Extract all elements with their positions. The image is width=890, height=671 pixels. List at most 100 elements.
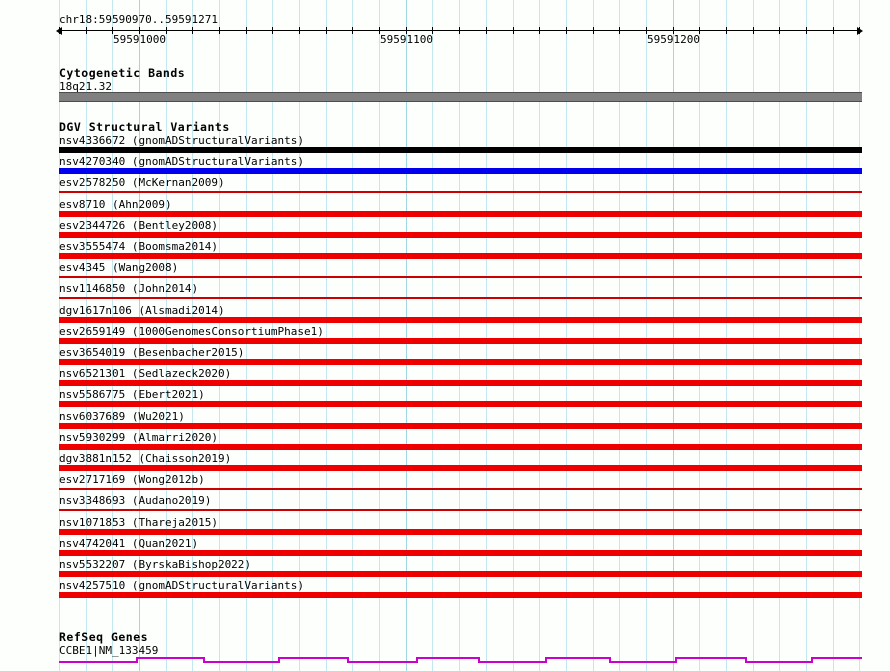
ruler-right-arrow-icon[interactable] <box>857 27 863 35</box>
gene-intron-segment[interactable] <box>136 657 204 659</box>
ruler-tick-label: 59591200 <box>647 33 700 46</box>
ruler-tick <box>326 27 327 34</box>
dgv-variant-bar[interactable] <box>59 549 862 556</box>
ruler-tick <box>619 27 620 34</box>
dgv-variant-bar[interactable] <box>59 147 862 153</box>
ruler-tick <box>406 27 407 34</box>
dgv-variant-bar[interactable] <box>59 509 862 512</box>
gene-intron-segment[interactable] <box>477 661 545 663</box>
ruler-tick <box>539 27 540 34</box>
ruler-tick <box>833 27 834 34</box>
ruler-tick <box>673 27 674 34</box>
ruler-tick-label: 59591000 <box>113 33 166 46</box>
dgv-variant-label: esv2578250 (McKernan2009) <box>59 176 225 190</box>
dgv-variant-label: nsv6037689 (Wu2021) <box>59 409 185 423</box>
gene-intron-segment[interactable] <box>744 661 812 663</box>
gene-strand-arrow-icon <box>675 657 678 663</box>
dgv-variant-bar[interactable] <box>59 168 862 175</box>
gene-intron-segment[interactable] <box>277 657 348 659</box>
refseq-track-title: RefSeq Genes <box>59 630 149 644</box>
gene-strand-arrow-icon <box>203 657 206 663</box>
dgv-variant-bar[interactable] <box>59 297 862 300</box>
dgv-variant-label: esv4345 (Wang2008) <box>59 261 179 275</box>
dgv-variant-label: nsv3348693 (Audano2019) <box>59 494 212 508</box>
ruler-tick <box>859 27 860 34</box>
locus-label: chr18:59590970..59591271 <box>59 13 218 26</box>
dgv-variant-label: esv3654019 (Besenbacher2015) <box>59 346 245 359</box>
gene-strand-arrow-icon <box>416 657 419 663</box>
dgv-variant-bar[interactable] <box>59 465 862 471</box>
dgv-variant-bar[interactable] <box>59 359 862 365</box>
dgv-variant-label: esv3555474 (Boomsma2014) <box>59 240 218 253</box>
ruler-tick-label: 59591100 <box>380 33 433 46</box>
dgv-variant-bar[interactable] <box>59 231 862 238</box>
dgv-variant-label: dgv3881n152 (Chaisson2019) <box>59 452 232 465</box>
dgv-variant-bar[interactable] <box>59 337 862 344</box>
dgv-variant-bar[interactable] <box>59 422 862 429</box>
ruler-tick <box>566 27 567 34</box>
ruler-tick <box>219 27 220 34</box>
ruler-tick <box>379 27 380 34</box>
refseq-gene-label: CCBE1|NM_133459 <box>59 644 159 657</box>
gene-intron-segment[interactable] <box>608 661 676 663</box>
dgv-variant-bar[interactable] <box>59 253 862 259</box>
dgv-variant-bar[interactable] <box>59 401 862 408</box>
dgv-variant-bar[interactable] <box>59 191 862 194</box>
gene-intron-segment[interactable] <box>347 661 417 663</box>
gene-strand-arrow-icon <box>136 657 139 663</box>
dgv-variant-bar[interactable] <box>59 571 862 577</box>
ruler-tick <box>486 27 487 34</box>
ruler-tick <box>246 27 247 34</box>
dgv-variant-bar[interactable] <box>59 443 862 450</box>
ruler-tick <box>646 27 647 34</box>
dgv-variant-bar[interactable] <box>59 316 862 323</box>
dgv-variant-label: esv8710 (Ahn2009) <box>59 197 172 211</box>
gene-strand-arrow-icon <box>744 657 747 663</box>
dgv-variant-label: nsv5930299 (Almarri2020) <box>59 430 218 444</box>
ruler-tick <box>806 27 807 34</box>
gene-intron-segment[interactable] <box>675 657 745 659</box>
ruler-tick <box>779 27 780 34</box>
gene-intron-segment[interactable] <box>416 657 478 659</box>
dgv-variant-label: nsv5532207 (ByrskaBishop2022) <box>59 558 252 571</box>
cytoband-bar[interactable] <box>59 92 862 102</box>
ruler-tick <box>699 27 700 34</box>
ruler-tick <box>192 27 193 34</box>
gene-strand-arrow-icon <box>277 657 280 663</box>
gene-intron-segment[interactable] <box>59 661 137 663</box>
dgv-variant-bar[interactable] <box>59 488 862 491</box>
ruler-tick <box>86 27 87 34</box>
dgv-variant-label: nsv4257510 (gnomADStructuralVariants) <box>59 579 305 593</box>
dgv-variant-bar[interactable] <box>59 276 862 279</box>
dgv-variant-label: esv2344726 (Bentley2008) <box>59 218 218 232</box>
dgv-variant-bar[interactable] <box>59 528 862 535</box>
cytoband-track-title: Cytogenetic Bands <box>59 66 186 80</box>
gene-intron-segment[interactable] <box>203 661 278 663</box>
ruler-tick <box>459 27 460 34</box>
ruler-tick <box>593 27 594 34</box>
gene-strand-arrow-icon <box>544 657 547 663</box>
dgv-variant-label: nsv4270340 (gnomADStructuralVariants) <box>59 155 305 169</box>
gene-strand-arrow-icon <box>608 657 611 663</box>
gene-intron-segment[interactable] <box>544 657 609 659</box>
gene-strand-arrow-icon <box>347 657 350 663</box>
ruler-tick <box>432 27 433 34</box>
gene-strand-arrow-icon <box>477 657 480 663</box>
dgv-variant-bar[interactable] <box>59 210 862 217</box>
ruler-tick <box>139 27 140 34</box>
dgv-variant-label: nsv1071853 (Thareja2015) <box>59 515 218 529</box>
ruler-tick <box>753 27 754 34</box>
ruler-tick <box>352 27 353 34</box>
dgv-variant-label: esv2659149 (1000GenomesConsortiumPhase1) <box>59 324 324 338</box>
ruler-tick <box>272 27 273 34</box>
dgv-variant-label: esv2717169 (Wong2012b) <box>59 473 205 487</box>
ruler-tick <box>299 27 300 34</box>
dgv-variant-label: nsv4336672 (gnomADStructuralVariants) <box>59 134 305 147</box>
dgv-variant-bar[interactable] <box>59 592 862 599</box>
gene-intron-segment[interactable] <box>811 657 862 659</box>
dgv-variant-label: nsv6521301 (Sedlazeck2020) <box>59 367 232 381</box>
dgv-variant-bar[interactable] <box>59 380 862 387</box>
ruler-tick <box>166 27 167 34</box>
ruler-tick <box>513 27 514 34</box>
